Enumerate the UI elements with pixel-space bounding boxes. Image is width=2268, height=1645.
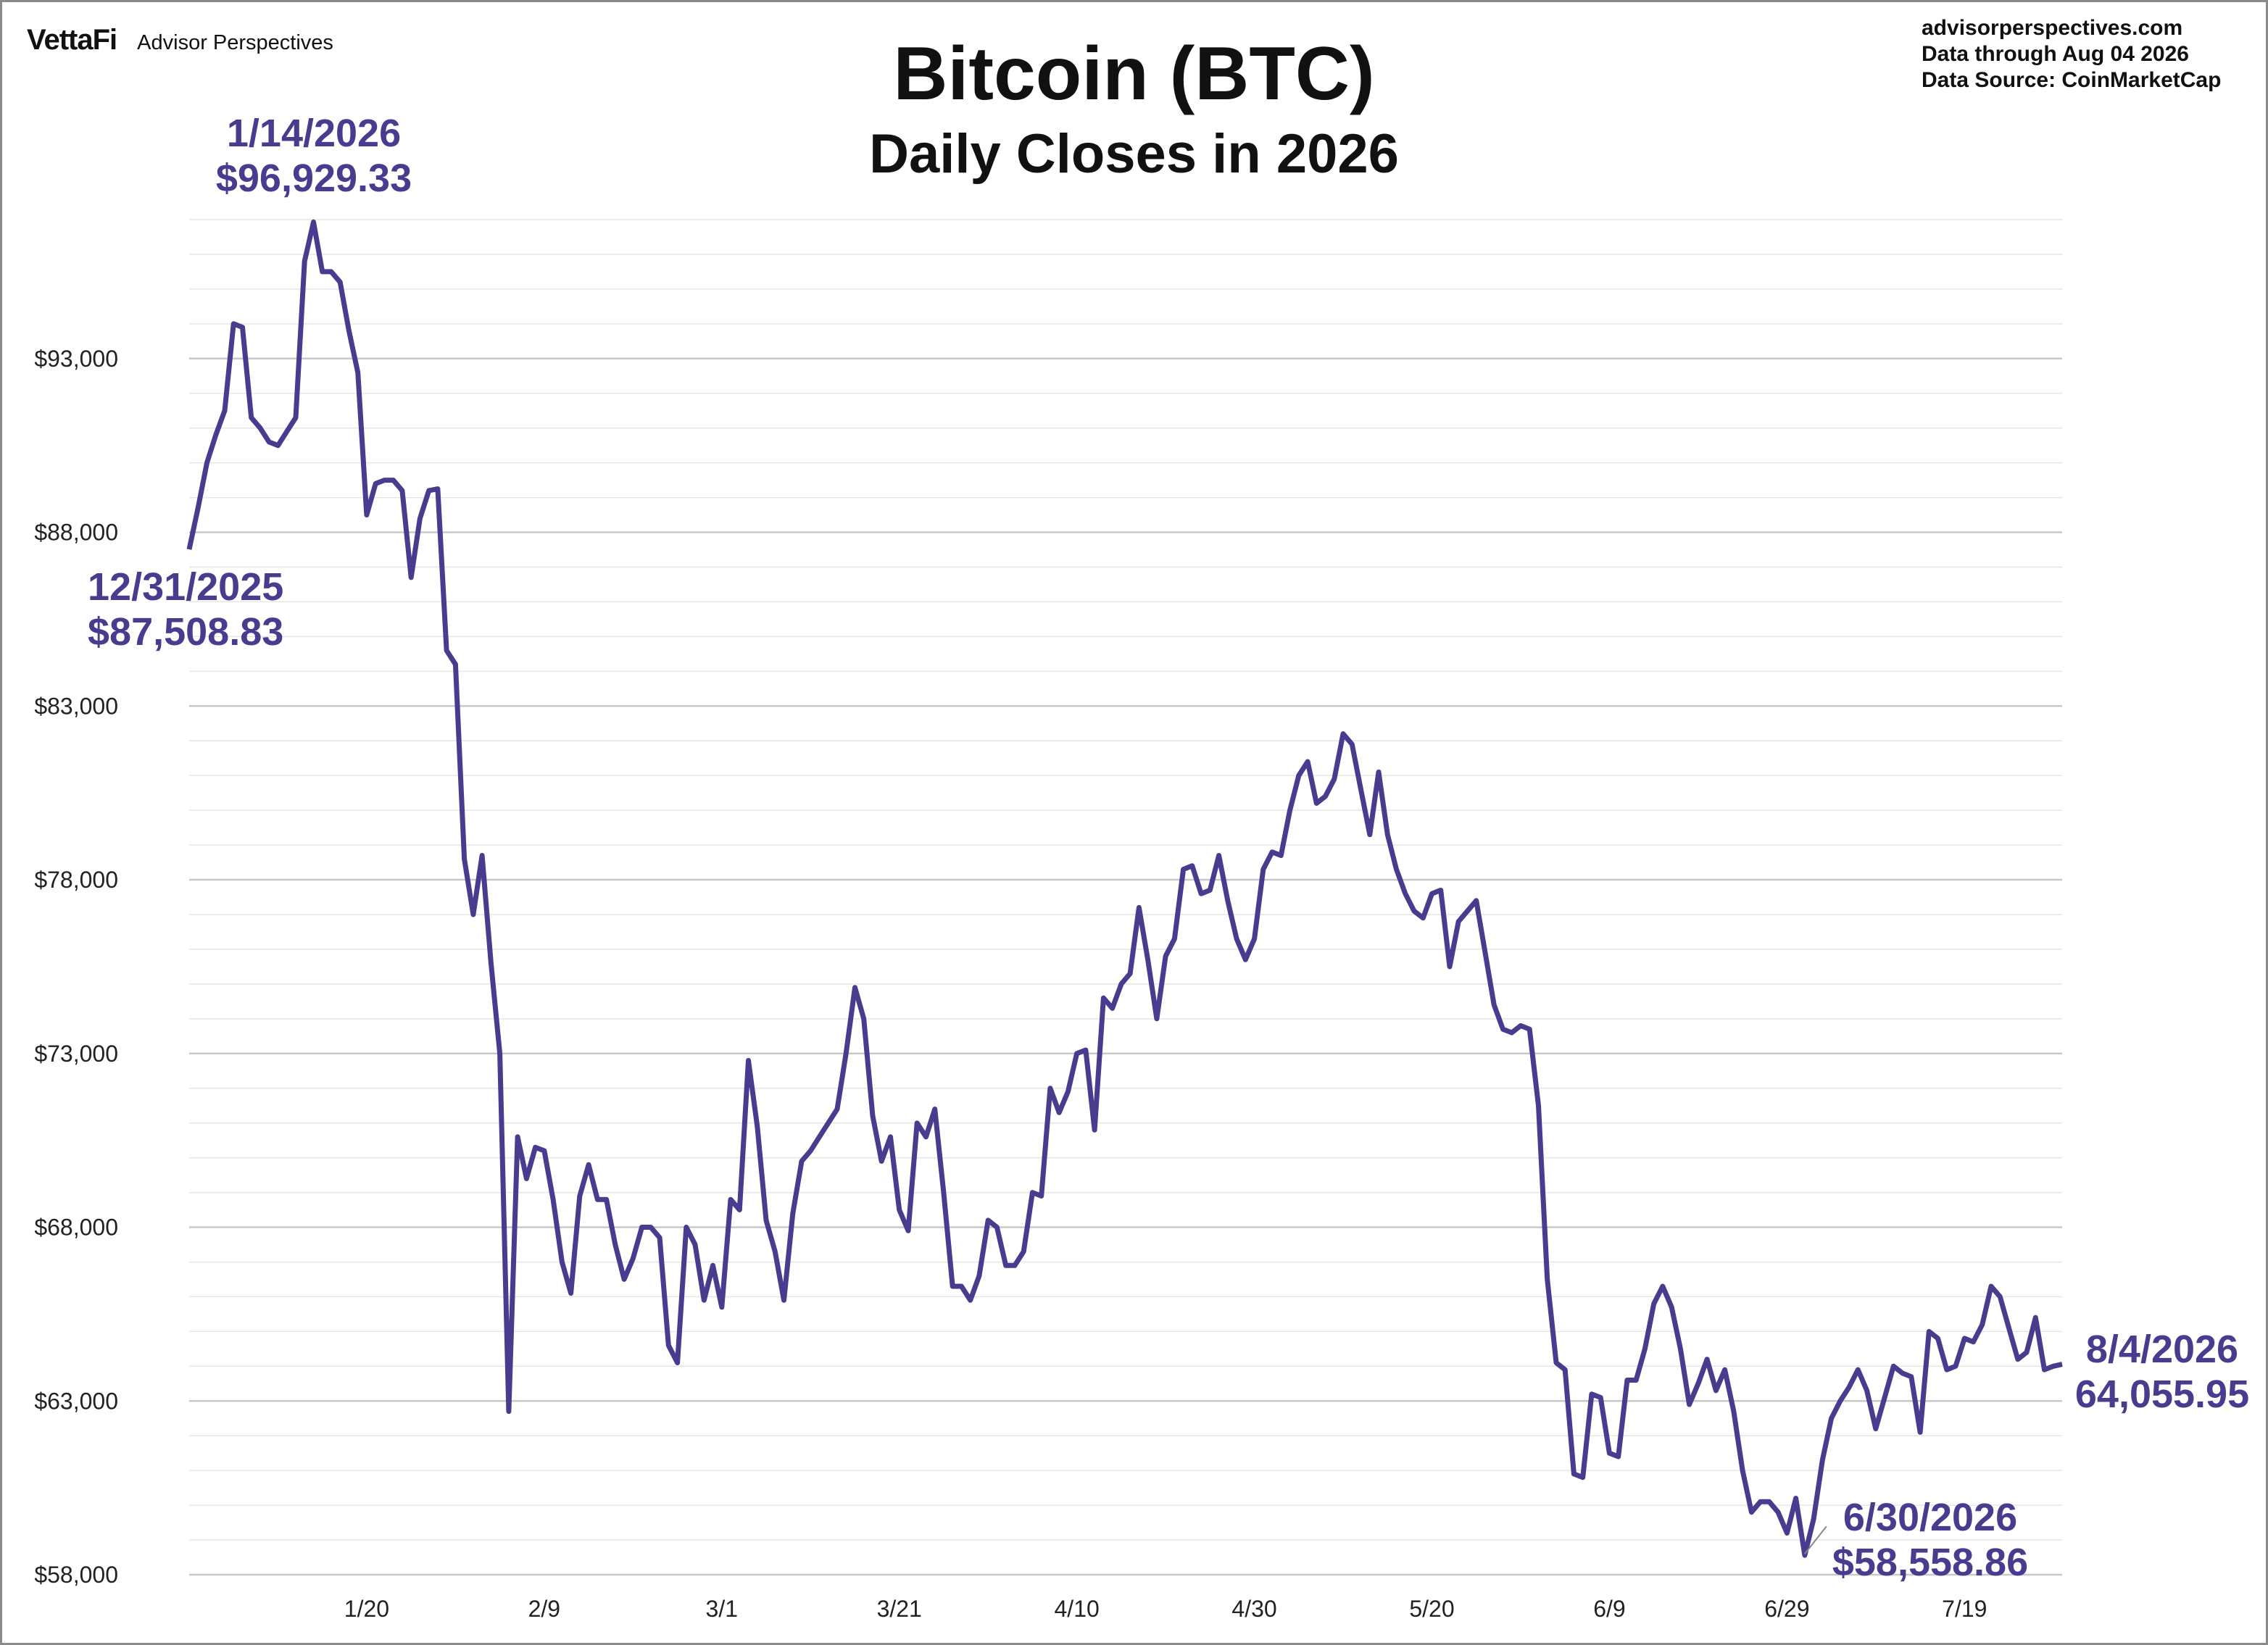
annotation-low-date: 6/30/2026 xyxy=(1843,1496,2018,1539)
brand-name: Advisor Perspectives xyxy=(137,31,333,54)
y-tick-label: $78,000 xyxy=(34,867,118,893)
x-tick-label: 6/9 xyxy=(1593,1596,1625,1622)
source-info: advisorperspectives.com Data through Aug… xyxy=(1922,15,2221,93)
y-tick-label: $88,000 xyxy=(34,520,118,546)
annotation-high-date: 1/14/2026 xyxy=(226,112,402,155)
annotation-high-value: $96,929.33 xyxy=(215,157,412,200)
y-tick-label: $63,000 xyxy=(34,1388,118,1414)
x-tick-label: 1/20 xyxy=(344,1596,389,1622)
x-tick-label: 4/10 xyxy=(1055,1596,1100,1622)
annotation-end-date: 8/4/2026 xyxy=(2085,1328,2239,1371)
y-tick-label: $73,000 xyxy=(34,1041,118,1067)
annotation-low-value: $58,558.86 xyxy=(1832,1541,2029,1584)
y-tick-label: $93,000 xyxy=(34,346,118,372)
brand-logo: VettaFi xyxy=(27,24,117,56)
x-tick-label: 2/9 xyxy=(528,1596,560,1622)
chart-subtitle: Daily Closes in 2026 xyxy=(869,123,1399,185)
chart-title: Bitcoin (BTC) xyxy=(893,32,1375,116)
x-tick-label: 6/29 xyxy=(1764,1596,1809,1622)
annotation-high: 1/14/2026 $96,929.33 xyxy=(205,111,423,201)
annotation-low: 6/30/2026 $58,558.86 xyxy=(1822,1495,2039,1585)
source-date: Data through Aug 04 2026 xyxy=(1922,42,2189,66)
x-tick-label: 3/21 xyxy=(877,1596,922,1622)
y-tick-label: $83,000 xyxy=(34,693,118,719)
annotation-end-value: 64,055.95 xyxy=(2074,1373,2250,1416)
annotation-start: 12/31/2025 $87,508.83 xyxy=(88,565,284,654)
x-tick-label: 5/20 xyxy=(1409,1596,1454,1622)
annotation-start-value: $87,508.83 xyxy=(88,610,284,654)
btc-price-line xyxy=(186,219,2063,1558)
x-tick-label: 3/1 xyxy=(706,1596,738,1622)
y-tick-label: $68,000 xyxy=(34,1215,118,1241)
annotation-end: 8/4/2026 64,055.95 xyxy=(2068,1327,2256,1417)
source-site: advisorperspectives.com xyxy=(1922,16,2183,40)
brand: VettaFi Advisor Perspectives xyxy=(27,24,333,57)
source-provider: Data Source: CoinMarketCap xyxy=(1922,68,2222,92)
y-tick-label: $58,000 xyxy=(34,1562,118,1588)
annotation-start-date: 12/31/2025 xyxy=(88,565,284,609)
x-tick-label: 7/19 xyxy=(1942,1596,1987,1622)
x-tick-label: 4/30 xyxy=(1231,1596,1276,1622)
low-marker xyxy=(1804,1525,1827,1554)
